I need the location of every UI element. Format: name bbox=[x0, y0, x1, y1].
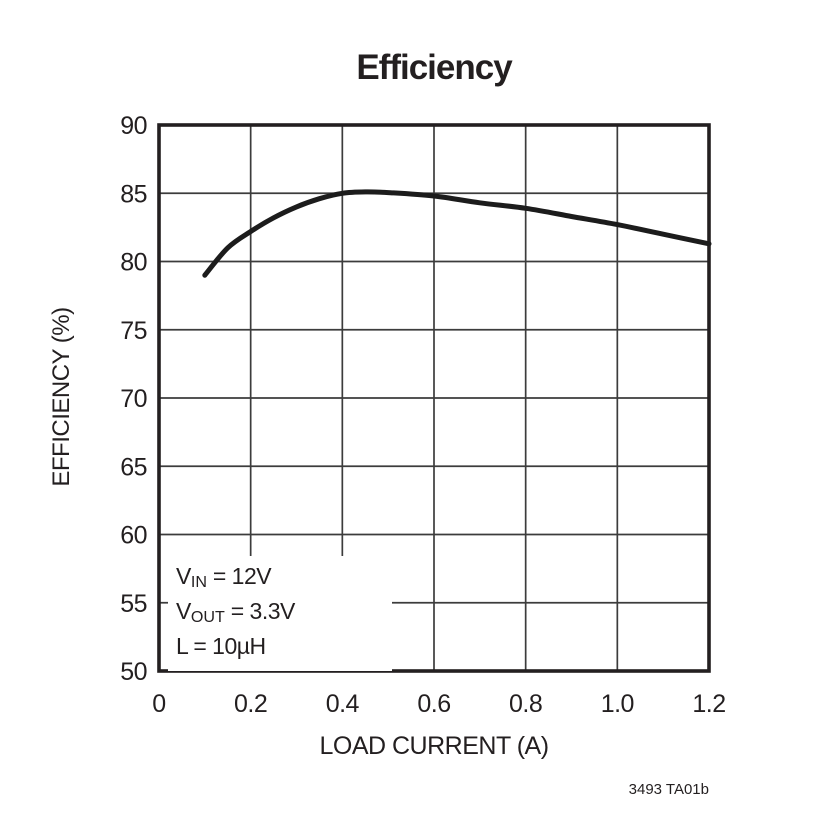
annotation-subscript: IN bbox=[190, 572, 207, 591]
annotation-value: = 12V bbox=[206, 563, 272, 589]
annotation-line-vin: VIN = 12V bbox=[176, 560, 386, 595]
annotation-line-inductor: L = 10µH bbox=[176, 630, 386, 665]
x-tick-label-0.4: 0.4 bbox=[326, 690, 360, 718]
y-tick-label-85: 85 bbox=[120, 180, 147, 208]
y-tick-label-55: 55 bbox=[120, 590, 147, 618]
figure-code: 3493 TA01b bbox=[628, 781, 709, 798]
annotation-symbol: L bbox=[176, 633, 188, 659]
x-tick-label-1.0: 1.0 bbox=[601, 690, 634, 718]
efficiency-curve bbox=[202, 189, 712, 278]
y-tick-label-90: 90 bbox=[120, 112, 147, 140]
annotation-value: = 10µH bbox=[187, 633, 266, 659]
annotation-subscript: OUT bbox=[190, 607, 225, 626]
x-tick-label-0.2: 0.2 bbox=[234, 690, 267, 718]
x-tick-label-0: 0 bbox=[152, 690, 165, 718]
conditions-annotation: VIN = 12V VOUT = 3.3V L = 10µH bbox=[168, 556, 392, 671]
y-tick-label-80: 80 bbox=[120, 249, 147, 277]
y-tick-label-65: 65 bbox=[120, 453, 147, 481]
x-tick-label-0.6: 0.6 bbox=[417, 690, 450, 718]
annotation-symbol: V bbox=[176, 598, 191, 624]
y-axis-title: EFFICIENCY (%) bbox=[48, 307, 75, 487]
annotation-value: = 3.3V bbox=[224, 598, 296, 624]
y-tick-label-60: 60 bbox=[120, 522, 147, 550]
annotation-symbol: V bbox=[176, 563, 191, 589]
annotation-line-vout: VOUT = 3.3V bbox=[176, 595, 386, 630]
y-tick-label-50: 50 bbox=[120, 658, 147, 686]
y-tick-label-75: 75 bbox=[120, 317, 147, 345]
chart-title: Efficiency bbox=[356, 48, 512, 87]
plot-frame bbox=[157, 123, 711, 673]
y-tick-label-70: 70 bbox=[120, 385, 147, 413]
x-axis-title: LOAD CURRENT (A) bbox=[319, 732, 549, 760]
x-tick-label-1.2: 1.2 bbox=[692, 690, 725, 718]
x-tick-label-0.8: 0.8 bbox=[509, 690, 542, 718]
